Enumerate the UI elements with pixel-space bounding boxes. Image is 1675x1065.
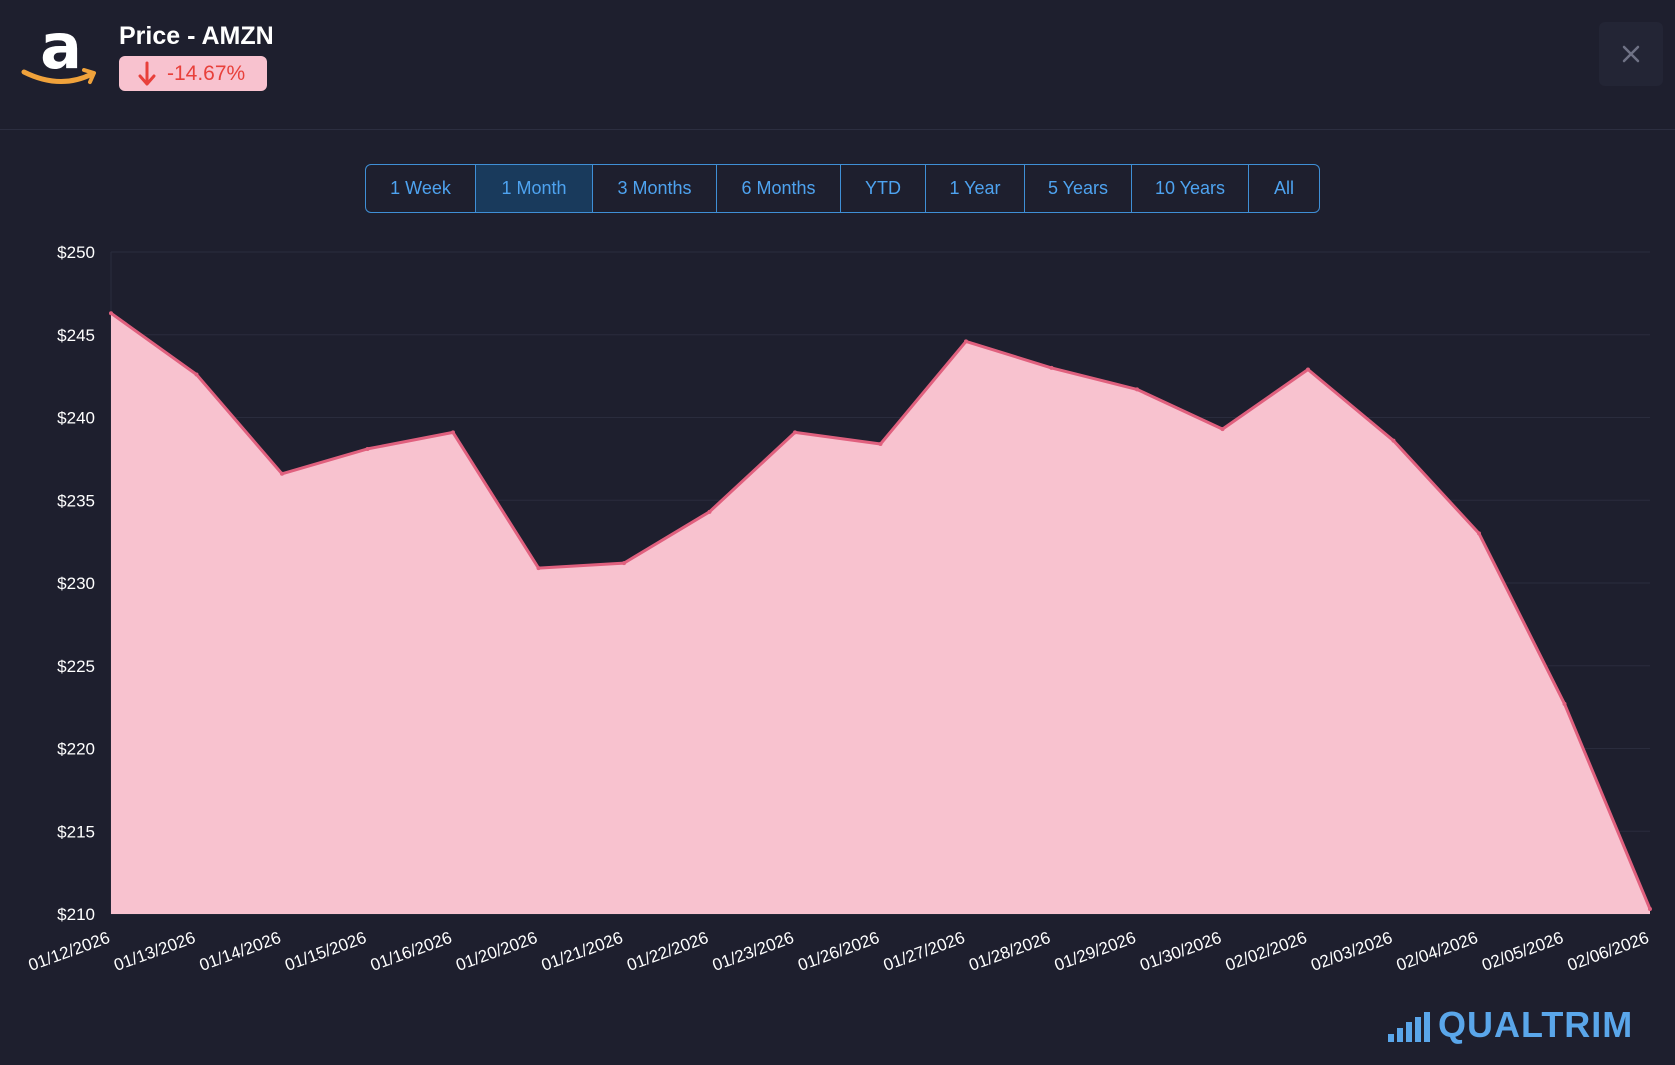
x-tick-label: 01/16/2026: [368, 928, 454, 975]
change-value: -14.67%: [167, 61, 246, 85]
x-tick-label: 01/15/2026: [282, 928, 368, 975]
range-10-years[interactable]: 10 Years: [1132, 165, 1249, 212]
x-tick-label: 01/28/2026: [966, 928, 1052, 975]
close-icon: [1622, 45, 1640, 63]
data-point: [878, 441, 883, 446]
x-tick-label: 02/03/2026: [1308, 928, 1394, 975]
data-point: [1220, 427, 1225, 432]
y-tick-label: $235: [57, 491, 95, 510]
y-tick-label: $215: [57, 822, 95, 841]
range-1-week[interactable]: 1 Week: [366, 165, 476, 212]
close-button[interactable]: [1599, 22, 1663, 86]
x-tick-label: 01/29/2026: [1052, 928, 1138, 975]
x-tick-label: 02/05/2026: [1479, 928, 1565, 975]
price-area: [111, 313, 1650, 914]
range-1-month[interactable]: 1 Month: [476, 165, 593, 212]
data-point: [1562, 701, 1567, 706]
range-3-months[interactable]: 3 Months: [593, 165, 717, 212]
x-tick-label: 01/26/2026: [795, 928, 881, 975]
x-tick-label: 02/06/2026: [1565, 928, 1651, 975]
y-tick-label: $245: [57, 326, 95, 345]
x-tick-label: 01/21/2026: [539, 928, 625, 975]
y-tick-label: $230: [57, 574, 95, 593]
price-chart: $250 $245 $240 $235 $230 $225 $220 $215 $210 01/1…: [26, 243, 1652, 975]
data-point: [536, 566, 541, 571]
y-tick-label: $220: [57, 740, 95, 759]
amazon-logo: a: [21, 18, 96, 85]
x-tick-label: 01/12/2026: [26, 928, 112, 975]
x-tick-label: 02/04/2026: [1394, 928, 1480, 975]
data-point: [1135, 387, 1139, 392]
y-tick-label: $250: [57, 243, 95, 262]
brand: QUALTRIM: [1388, 1004, 1634, 1045]
data-point: [194, 372, 199, 377]
x-tick-label: 02/02/2026: [1223, 928, 1309, 975]
x-tick-label: 01/23/2026: [710, 928, 796, 975]
range-5-years[interactable]: 5 Years: [1025, 165, 1132, 212]
y-tick-label: $225: [57, 657, 95, 676]
data-point: [964, 339, 968, 344]
data-point: [109, 311, 113, 316]
x-tick-label: 01/22/2026: [624, 928, 710, 975]
y-tick-label: $210: [57, 905, 95, 924]
x-tick-label: 01/14/2026: [197, 928, 283, 975]
data-point: [1648, 907, 1652, 912]
bars-icon: [1388, 1012, 1430, 1042]
data-point: [1049, 365, 1054, 370]
range-6-months[interactable]: 6 Months: [717, 165, 841, 212]
range-1-year[interactable]: 1 Year: [926, 165, 1025, 212]
data-point: [622, 561, 626, 566]
data-point: [793, 430, 797, 435]
x-tick-label: 01/27/2026: [881, 928, 967, 975]
x-tick-label: 01/20/2026: [453, 928, 539, 975]
range-ytd[interactable]: YTD: [841, 165, 926, 212]
data-point: [365, 446, 370, 451]
data-point: [1477, 531, 1481, 536]
header: a Price - AMZN -14.67%: [0, 0, 1675, 130]
range-all[interactable]: All: [1273, 178, 1294, 198]
logo-letter: a: [40, 18, 82, 83]
brand-name: QUALTRIM: [1438, 1004, 1634, 1045]
data-point: [280, 471, 284, 476]
data-point: [1391, 438, 1396, 443]
change-badge: -14.67%: [119, 56, 267, 91]
data-point: [451, 430, 455, 435]
data-point: [1306, 367, 1310, 372]
data-point: [707, 509, 712, 514]
x-tick-label: 01/13/2026: [111, 928, 197, 975]
page-title: Price - AMZN: [119, 22, 274, 50]
range-selector: 1 Week 1 Month 3 Months 6 Months YTD 1 Y…: [365, 164, 1320, 213]
x-tick-label: 01/30/2026: [1137, 928, 1223, 975]
y-tick-label: $240: [57, 409, 95, 428]
arrow-down-icon: [138, 61, 156, 85]
